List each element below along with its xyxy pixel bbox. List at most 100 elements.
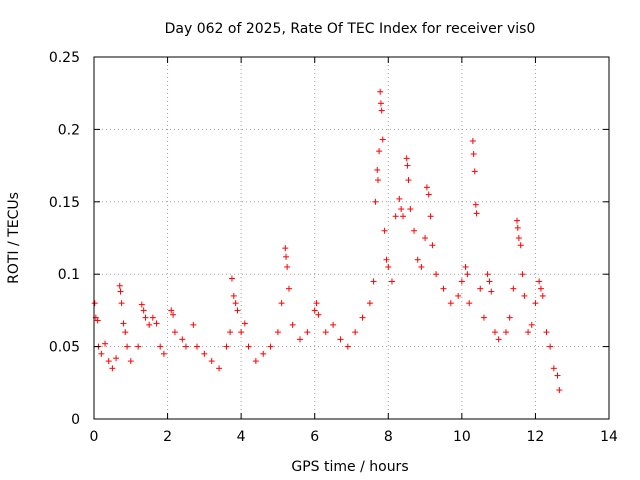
data-point xyxy=(170,311,177,318)
data-point xyxy=(447,300,454,307)
data-point xyxy=(98,350,105,357)
data-point xyxy=(429,242,436,249)
x-tick-label: 6 xyxy=(310,429,319,445)
x-tick-label: 12 xyxy=(527,429,545,445)
data-point xyxy=(510,285,517,292)
data-point xyxy=(477,285,484,292)
data-point xyxy=(344,343,351,350)
data-point xyxy=(179,336,186,343)
data-point xyxy=(440,285,447,292)
data-point xyxy=(517,242,524,249)
data-point xyxy=(462,263,469,270)
x-tick-label: 14 xyxy=(600,429,618,445)
data-point xyxy=(337,336,344,343)
data-point xyxy=(109,365,116,372)
data-point xyxy=(245,343,252,350)
data-point xyxy=(472,201,479,208)
data-point xyxy=(374,177,381,184)
data-point xyxy=(455,292,462,299)
data-point xyxy=(117,288,124,295)
data-point xyxy=(140,307,147,314)
data-point xyxy=(315,311,322,318)
data-point xyxy=(433,271,440,278)
chart-title: Day 062 of 2025, Rate Of TEC Index for r… xyxy=(165,21,536,37)
data-point xyxy=(405,177,412,184)
data-point xyxy=(120,320,127,327)
data-point xyxy=(182,343,189,350)
data-point xyxy=(216,365,223,372)
data-point xyxy=(550,365,557,372)
data-point xyxy=(484,271,491,278)
x-tick-label: 4 xyxy=(237,429,246,445)
data-point xyxy=(168,307,175,314)
data-point xyxy=(194,343,200,350)
data-point xyxy=(241,320,248,327)
y-axis-label: ROTI / TECUs xyxy=(6,192,22,284)
y-tick-label: 0.25 xyxy=(49,50,80,66)
data-point xyxy=(370,278,377,285)
data-point xyxy=(400,213,406,220)
data-point xyxy=(118,300,125,307)
y-tick-label: 0.1 xyxy=(58,267,80,283)
data-point xyxy=(238,329,245,336)
x-tick-label: 0 xyxy=(90,429,99,445)
data-point xyxy=(528,321,535,328)
data-point xyxy=(94,317,101,324)
data-point xyxy=(378,107,385,114)
data-point xyxy=(260,350,267,357)
y-axis-ticks: 0 0.05 0.1 0.15 0.2 0.25 xyxy=(49,50,609,428)
data-point xyxy=(521,292,528,299)
data-point xyxy=(124,343,131,350)
data-point xyxy=(284,263,291,270)
data-point xyxy=(372,198,379,205)
data-point xyxy=(379,136,386,143)
data-point xyxy=(157,343,164,350)
data-point xyxy=(304,329,311,336)
data-point xyxy=(352,329,359,336)
data-point xyxy=(469,137,476,144)
data-point xyxy=(171,329,178,336)
data-point xyxy=(458,278,465,285)
data-point xyxy=(105,358,112,365)
data-point xyxy=(228,275,235,282)
data-point xyxy=(515,235,522,241)
data-point xyxy=(519,271,526,278)
data-point xyxy=(377,88,384,95)
data-point xyxy=(283,253,290,260)
data-point xyxy=(495,336,502,343)
y-tick-label: 0.05 xyxy=(49,340,80,356)
data-point xyxy=(91,300,98,307)
data-point xyxy=(297,336,303,343)
data-point xyxy=(102,340,109,347)
data-point xyxy=(359,314,366,321)
data-point xyxy=(470,151,477,158)
data-point xyxy=(427,213,434,220)
data-point xyxy=(536,278,543,285)
x-tick-label: 10 xyxy=(453,429,471,445)
y-tick-label: 0.15 xyxy=(49,195,80,211)
data-point xyxy=(149,314,156,321)
data-point xyxy=(208,358,215,365)
data-point xyxy=(404,162,411,169)
data-point xyxy=(252,358,259,365)
data-point xyxy=(525,329,532,336)
data-point xyxy=(514,217,521,224)
data-point xyxy=(116,282,123,289)
data-point xyxy=(425,191,432,198)
data-point xyxy=(230,292,237,299)
data-point xyxy=(142,314,149,321)
x-axis-label: GPS time / hours xyxy=(291,459,408,475)
data-point xyxy=(385,263,392,270)
data-point xyxy=(311,307,318,314)
data-point xyxy=(289,321,296,328)
data-point xyxy=(418,263,425,270)
data-point xyxy=(543,329,550,336)
data-point xyxy=(366,300,373,307)
data-point xyxy=(267,343,274,350)
grid-lines xyxy=(94,57,609,419)
data-point xyxy=(414,256,421,263)
y-tick-label: 0 xyxy=(71,412,80,428)
data-point xyxy=(383,256,390,263)
data-point xyxy=(503,329,509,336)
